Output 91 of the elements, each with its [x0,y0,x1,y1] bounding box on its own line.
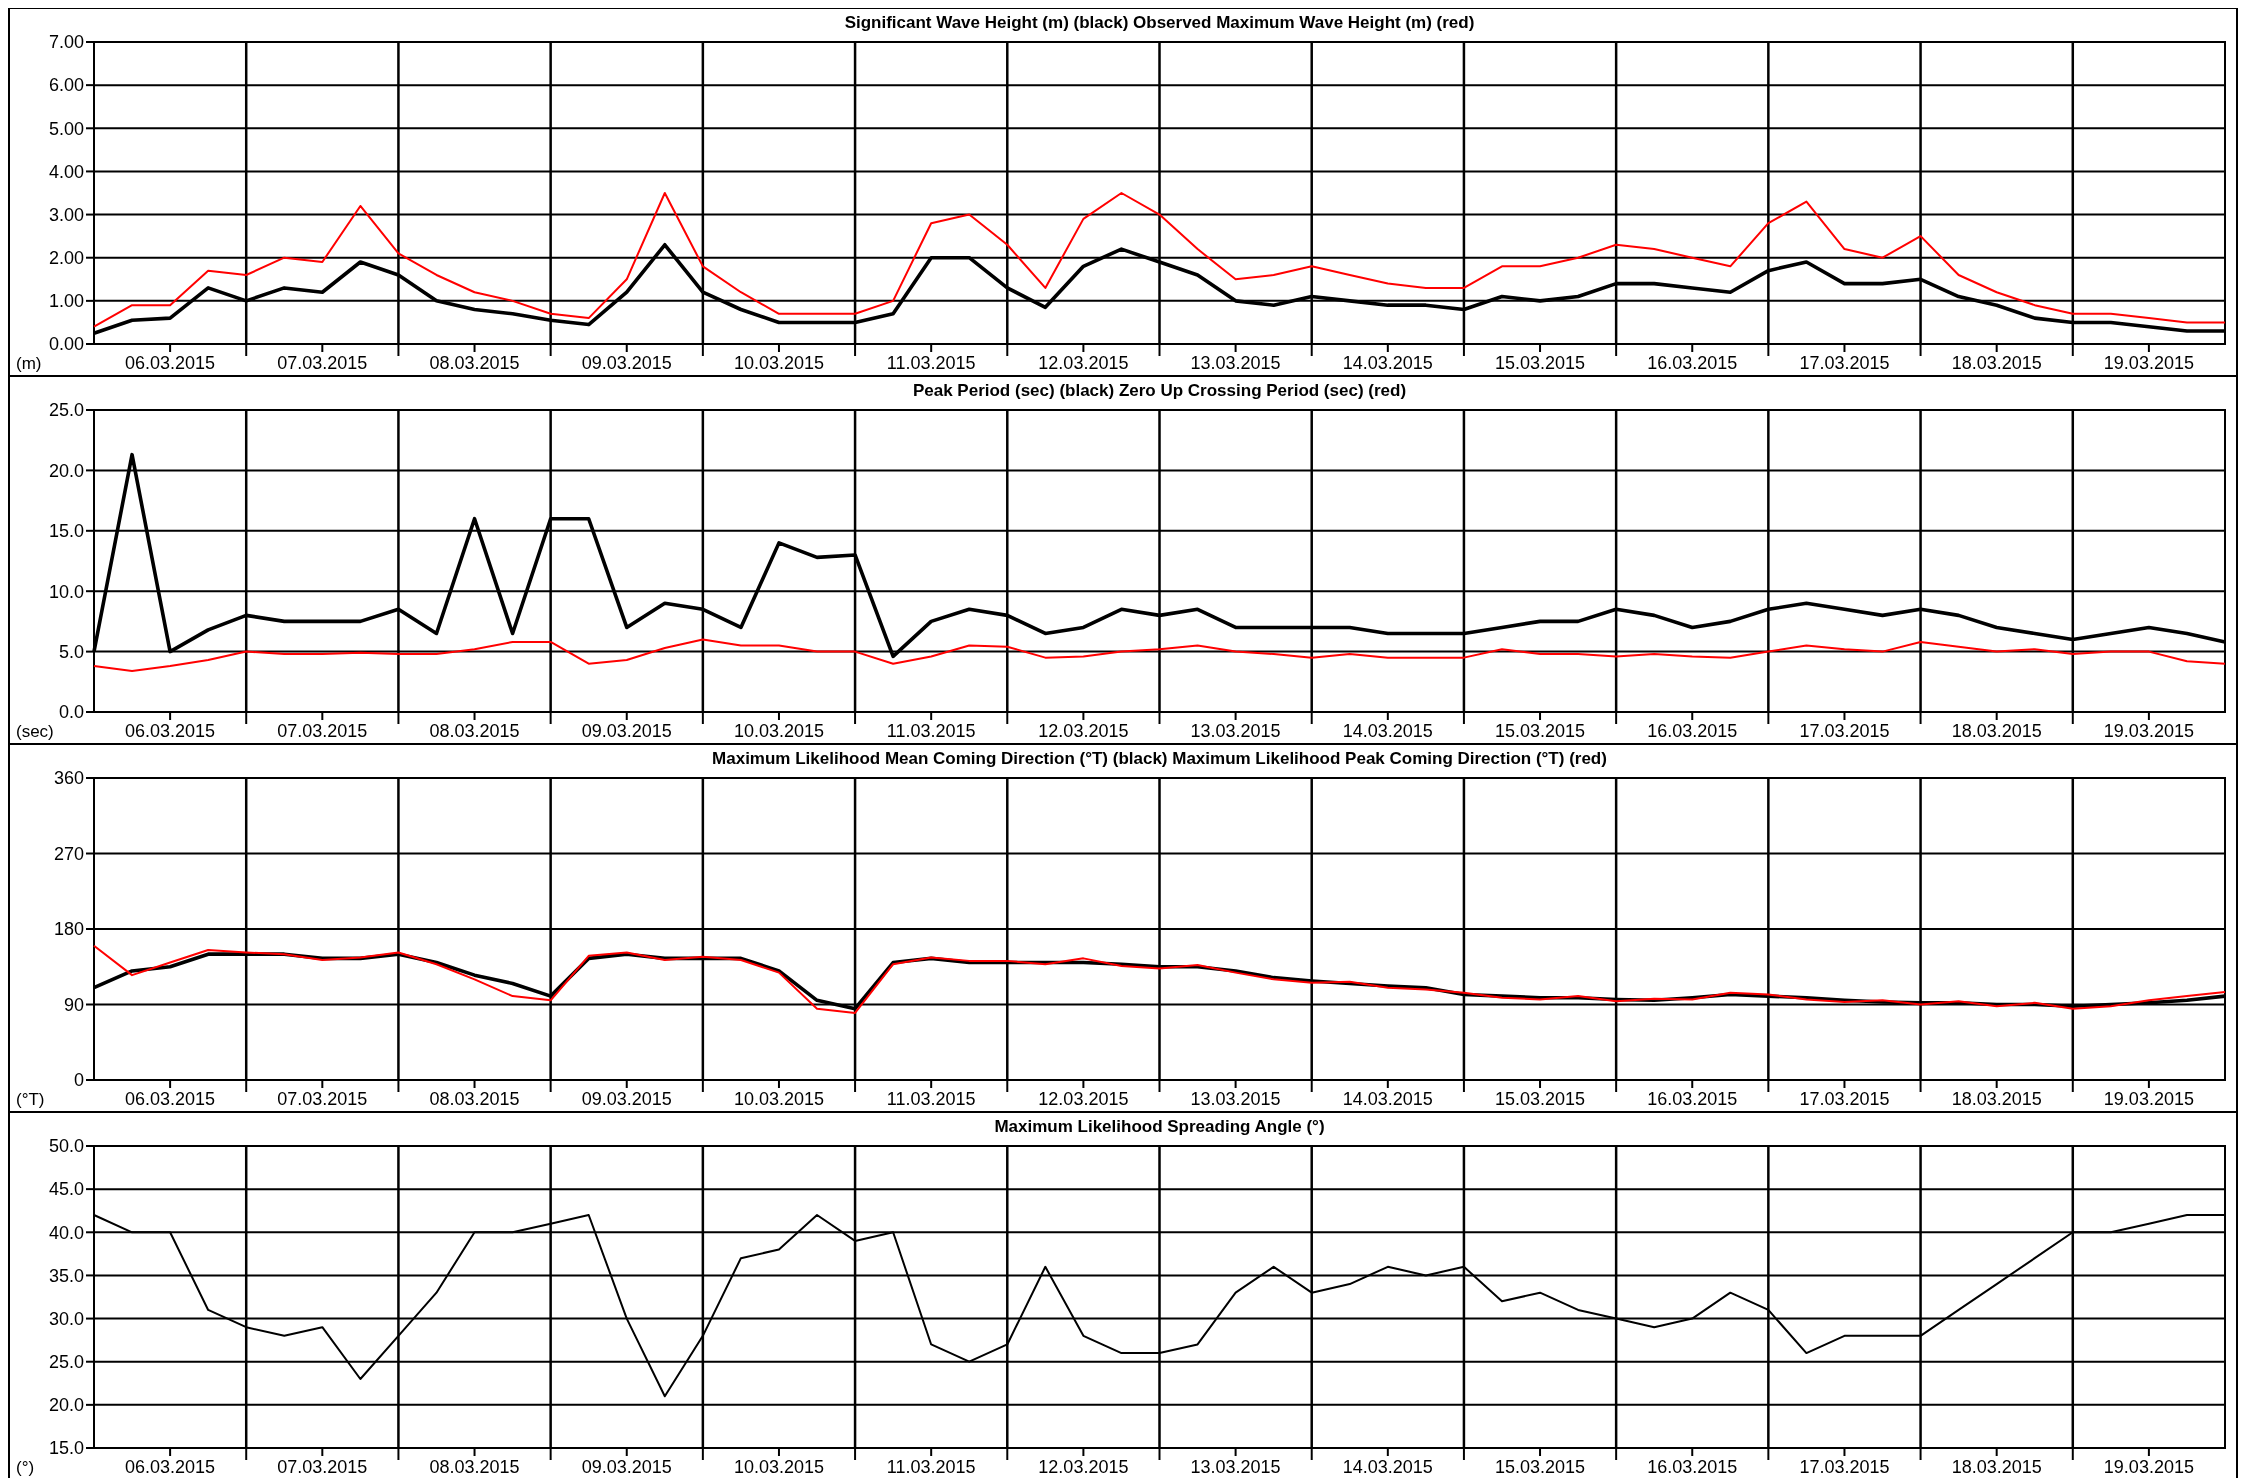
x-tick-label: 10.03.2015 [733,1089,825,1110]
x-tick-label: 11.03.2015 [886,1457,976,1478]
x-tick-label: 09.03.2015 [581,353,672,374]
x-tick-label: 06.03.2015 [125,353,216,374]
y-tick-label: 5.00 [48,118,84,139]
x-tick-label: 13.03.2015 [1190,353,1281,374]
x-tick-label: 17.03.2015 [1799,353,1890,374]
x-tick-label: 17.03.2015 [1799,721,1890,742]
x-tick-label: 09.03.2015 [581,721,672,742]
x-tick-label: 15.03.2015 [1494,353,1586,374]
y-tick-label: 90 [63,994,84,1015]
y-tick-label: 7.00 [48,32,84,53]
y-tick-label: 5.0 [58,641,84,662]
x-tick-label: 08.03.2015 [429,1089,520,1110]
x-tick-label: 19.03.2015 [2103,1457,2194,1478]
x-tick-label: 16.03.2015 [1647,1089,1738,1110]
x-tick-label: 16.03.2015 [1647,721,1738,742]
y-tick-label: 0.0 [58,702,84,723]
x-tick-label: 11.03.2015 [886,721,976,742]
x-tick-label: 12.03.2015 [1038,1457,1129,1478]
x-tick-label: 11.03.2015 [886,353,976,374]
y-axis-title: (°) [16,1457,35,1477]
x-tick-label: 18.03.2015 [1951,353,2042,374]
x-tick-label: 16.03.2015 [1647,1457,1738,1478]
x-tick-label: 17.03.2015 [1799,1089,1890,1110]
x-tick-label: 11.03.2015 [886,1089,976,1110]
x-tick-label: 13.03.2015 [1190,1457,1281,1478]
x-tick-label: 18.03.2015 [1951,721,2042,742]
x-tick-label: 19.03.2015 [2103,721,2194,742]
x-tick-label: 18.03.2015 [1951,1457,2042,1478]
y-tick-label: 15.0 [48,1438,84,1459]
y-tick-label: 6.00 [48,75,84,96]
y-tick-label: 1.00 [48,291,84,312]
x-tick-label: 14.03.2015 [1342,1457,1433,1478]
y-tick-label: 180 [53,919,84,940]
x-tick-label: 08.03.2015 [429,1457,520,1478]
x-tick-label: 14.03.2015 [1342,1089,1433,1110]
chart-title: Maximum Likelihood Mean Coming Direction (°T) (black) Maximum Likelihood Peak Coming Direction (°T) (red) [712,749,1607,768]
x-tick-label: 07.03.2015 [277,1457,368,1478]
y-tick-label: 3.00 [48,204,84,225]
x-tick-label: 07.03.2015 [277,353,368,374]
x-tick-label: 13.03.2015 [1190,1089,1281,1110]
x-tick-label: 12.03.2015 [1038,353,1129,374]
y-tick-label: 40.0 [48,1222,84,1243]
x-tick-label: 09.03.2015 [581,1457,672,1478]
x-tick-label: 14.03.2015 [1342,353,1433,374]
chart-title: Peak Period (sec) (black) Zero Up Crossing Period (sec) (red) [912,381,1407,400]
x-tick-label: 08.03.2015 [429,721,520,742]
y-axis-title: (°T) [16,1089,45,1109]
x-tick-label: 10.03.2015 [733,353,825,374]
x-tick-label: 09.03.2015 [581,1089,672,1110]
y-tick-label: 25.0 [48,1352,84,1373]
x-tick-label: 14.03.2015 [1342,721,1433,742]
x-tick-label: 06.03.2015 [125,721,216,742]
x-tick-label: 18.03.2015 [1951,1089,2042,1110]
x-tick-label: 13.03.2015 [1190,721,1281,742]
x-tick-label: 10.03.2015 [733,721,825,742]
y-tick-label: 20.0 [48,460,84,481]
x-tick-label: 19.03.2015 [2103,1089,2194,1110]
x-tick-label: 12.03.2015 [1038,721,1129,742]
y-tick-label: 35.0 [48,1265,84,1286]
y-tick-label: 0.00 [48,334,84,355]
x-tick-label: 15.03.2015 [1494,721,1586,742]
y-tick-label: 2.00 [48,248,84,269]
x-tick-label: 15.03.2015 [1494,1089,1586,1110]
x-tick-label: 06.03.2015 [125,1089,216,1110]
y-tick-label: 4.00 [48,161,84,182]
x-tick-label: 16.03.2015 [1647,353,1738,374]
y-tick-label: 30.0 [48,1308,84,1329]
x-tick-label: 10.03.2015 [733,1457,825,1478]
y-axis-title: (m) [16,353,42,373]
y-tick-label: 0 [73,1070,84,1091]
x-tick-label: 07.03.2015 [277,1089,368,1110]
x-tick-label: 07.03.2015 [277,721,368,742]
y-tick-label: 50.0 [48,1136,84,1157]
y-tick-label: 20.0 [48,1395,84,1416]
x-tick-label: 19.03.2015 [2103,353,2194,374]
y-tick-label: 360 [53,768,84,789]
chart-title: Significant Wave Height (m) (black) Observed Maximum Wave Height (m) (red) [844,13,1475,32]
y-tick-label: 10.0 [48,581,84,602]
x-tick-label: 06.03.2015 [125,1457,216,1478]
y-tick-label: 15.0 [48,521,84,542]
y-axis-title: (sec) [16,721,54,741]
chart-title: Maximum Likelihood Spreading Angle (°) [994,1117,1325,1136]
x-tick-label: 08.03.2015 [429,353,520,374]
y-tick-label: 25.0 [48,400,84,421]
x-tick-label: 15.03.2015 [1494,1457,1586,1478]
x-tick-label: 17.03.2015 [1799,1457,1890,1478]
y-tick-label: 270 [53,843,84,864]
x-tick-label: 12.03.2015 [1038,1089,1129,1110]
y-tick-label: 45.0 [48,1179,84,1200]
